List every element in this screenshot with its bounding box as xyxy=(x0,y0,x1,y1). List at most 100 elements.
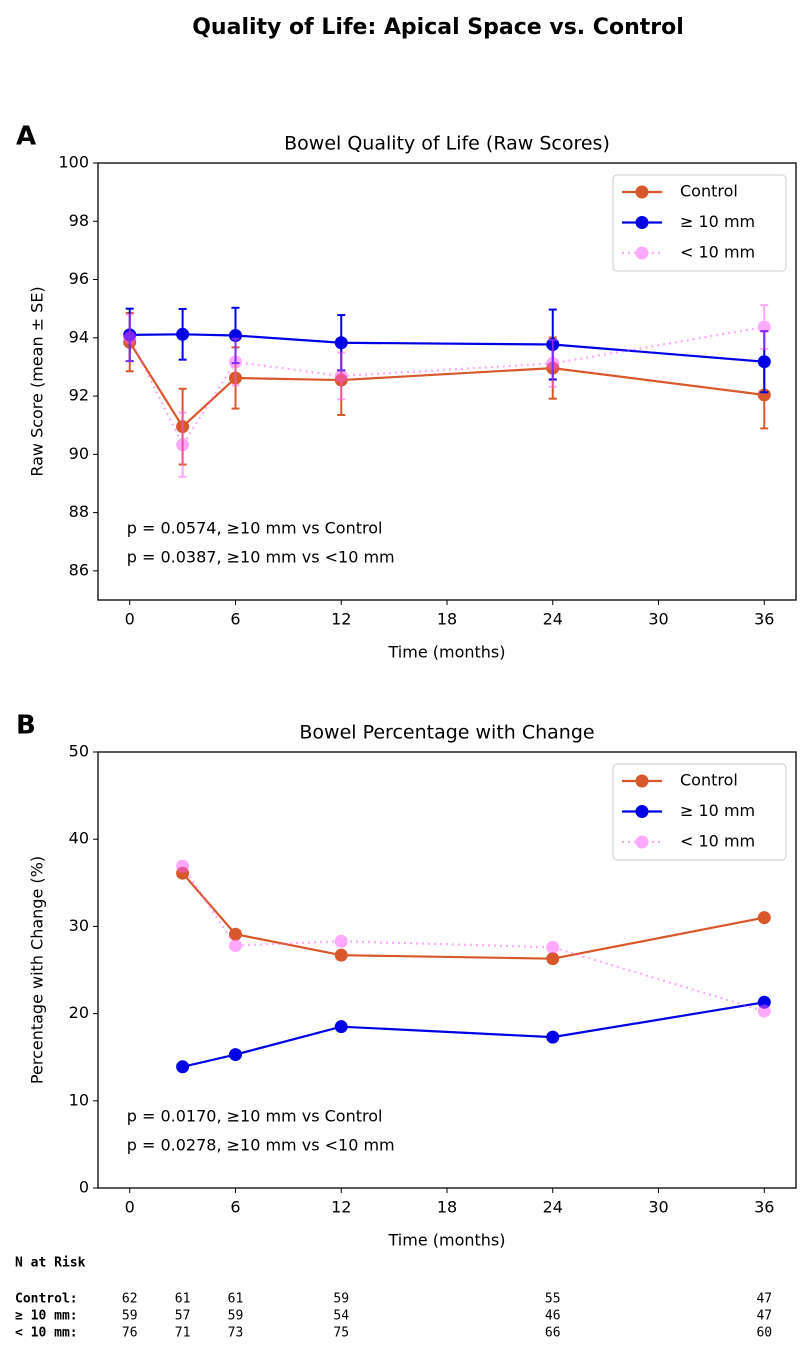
risk-row-label: Control: xyxy=(15,1292,78,1307)
marker xyxy=(546,952,560,966)
risk-value: 61 xyxy=(175,1292,191,1307)
x-tick-label: 18 xyxy=(437,1198,457,1217)
series-line xyxy=(129,333,765,363)
marker xyxy=(546,940,560,954)
marker xyxy=(334,934,348,948)
risk-value: 47 xyxy=(756,1309,772,1324)
legend-label: ≥ 10 mm xyxy=(680,801,755,820)
marker xyxy=(757,911,771,925)
x-tick-label: 6 xyxy=(230,610,240,629)
x-axis-label: Time (months) xyxy=(388,1231,506,1250)
legend-marker xyxy=(635,246,649,260)
risk-value: 47 xyxy=(756,1292,772,1307)
series-line xyxy=(128,325,765,447)
marker xyxy=(176,438,190,452)
y-axis-label: Raw Score (mean ± SE) xyxy=(28,286,47,476)
x-tick-label: 18 xyxy=(437,610,457,629)
marker xyxy=(757,320,771,334)
marker xyxy=(546,356,560,370)
y-tick-label: 92 xyxy=(69,386,89,405)
y-tick-label: 86 xyxy=(69,560,89,579)
series-line xyxy=(181,865,765,1013)
chart-title: Bowel Percentage with Change xyxy=(299,722,594,744)
y-tick-label: 98 xyxy=(69,211,89,230)
legend-label: < 10 mm xyxy=(680,243,755,262)
legend-label: Control xyxy=(680,182,738,201)
y-tick-label: 20 xyxy=(69,1003,89,1022)
annotation: p = 0.0574, ≥10 mm vs Control xyxy=(127,519,383,538)
risk-value: 73 xyxy=(228,1326,244,1341)
x-tick-label: 12 xyxy=(331,610,351,629)
legend-marker xyxy=(635,774,649,788)
x-tick-label: 36 xyxy=(754,1198,774,1217)
risk-value: 54 xyxy=(333,1309,349,1324)
chart-title: Bowel Quality of Life (Raw Scores) xyxy=(284,133,610,155)
risk-value: 59 xyxy=(333,1292,349,1307)
risk-row-label: < 10 mm: xyxy=(15,1326,78,1341)
marker xyxy=(123,331,137,345)
legend-box xyxy=(612,763,787,861)
series-line xyxy=(128,341,765,429)
x-tick-label: 36 xyxy=(754,610,774,629)
marker xyxy=(228,927,242,941)
risk-value: 62 xyxy=(122,1292,138,1307)
legend-entry xyxy=(622,805,662,818)
risk-value: 59 xyxy=(228,1309,244,1324)
x-tick-label: 0 xyxy=(125,1198,135,1217)
y-tick-label: 96 xyxy=(69,269,89,288)
plot-frame xyxy=(97,162,797,601)
risk-value: 55 xyxy=(545,1292,561,1307)
annotation: p = 0.0278, ≥10 mm vs <10 mm xyxy=(127,1136,395,1155)
y-tick-label: 88 xyxy=(69,502,89,521)
y-tick-label: 10 xyxy=(69,1090,89,1109)
panel-label: A xyxy=(16,122,36,152)
risk-table-title: N at Risk xyxy=(15,1256,86,1271)
marker xyxy=(757,355,771,369)
marker xyxy=(228,355,242,369)
y-tick-label: 100 xyxy=(58,153,89,172)
x-tick-label: 30 xyxy=(648,1198,668,1217)
legend-label: ≥ 10 mm xyxy=(680,212,755,231)
risk-row-label: ≥ 10 mm: xyxy=(15,1309,78,1324)
legend-box xyxy=(612,174,787,272)
y-tick-label: 0 xyxy=(79,1178,89,1197)
legend-entry xyxy=(622,216,662,229)
legend-marker xyxy=(635,216,649,229)
figure-title: Quality of Life: Apical Space vs. Contro… xyxy=(192,15,684,40)
marker xyxy=(228,939,242,953)
x-tick-label: 6 xyxy=(230,1198,240,1217)
marker xyxy=(334,369,348,383)
risk-value: 71 xyxy=(175,1326,191,1341)
risk-value: 61 xyxy=(228,1292,244,1307)
y-tick-label: 30 xyxy=(69,916,89,935)
legend-entry xyxy=(622,246,662,260)
annotation: p = 0.0170, ≥10 mm vs Control xyxy=(127,1107,383,1126)
marker xyxy=(176,1060,190,1074)
marker xyxy=(176,859,190,873)
risk-value: 76 xyxy=(122,1326,138,1341)
legend-label: Control xyxy=(680,771,738,790)
marker xyxy=(334,1020,348,1034)
x-tick-label: 24 xyxy=(543,1198,563,1217)
series xyxy=(123,304,771,478)
x-tick-label: 24 xyxy=(543,610,563,629)
y-tick-label: 90 xyxy=(69,444,89,463)
marker xyxy=(176,327,190,341)
legend-entry xyxy=(622,774,662,788)
x-tick-label: 0 xyxy=(125,610,135,629)
risk-value: 60 xyxy=(756,1326,772,1341)
x-axis-label: Time (months) xyxy=(388,643,506,662)
risk-value: 66 xyxy=(545,1326,561,1341)
legend-marker xyxy=(635,185,649,199)
annotation: p = 0.0387, ≥10 mm vs <10 mm xyxy=(127,548,395,567)
marker xyxy=(334,336,348,350)
marker xyxy=(334,948,348,962)
x-tick-label: 12 xyxy=(331,1198,351,1217)
legend-entry xyxy=(622,835,662,849)
legend-entry xyxy=(622,185,662,199)
series xyxy=(176,859,771,1018)
legend-marker xyxy=(635,835,649,849)
x-tick-label: 30 xyxy=(648,610,668,629)
risk-value: 59 xyxy=(122,1309,138,1324)
